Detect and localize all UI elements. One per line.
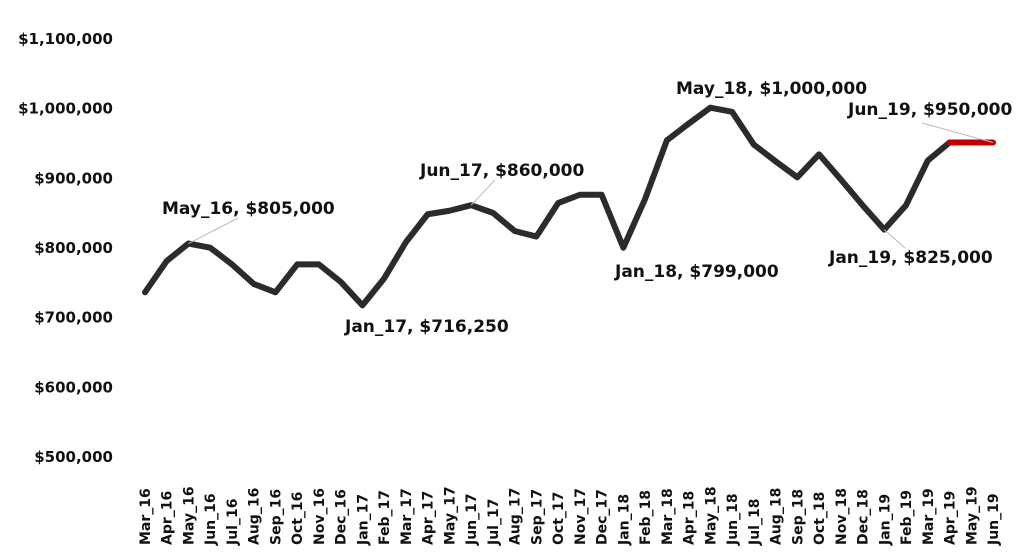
- x-tick-label: Sep_18: [790, 489, 806, 545]
- x-tick-label: Oct_17: [551, 492, 567, 545]
- x-tick-label: Aug_18: [769, 488, 785, 545]
- x-tick-label: May_18: [703, 486, 719, 545]
- data-label: May_18, $1,000,000: [676, 79, 867, 99]
- x-tick-label: May_19: [964, 486, 980, 545]
- x-tick-label: Oct_18: [812, 492, 828, 545]
- x-tick-label: Jan_17: [355, 494, 371, 546]
- x-tick-label: Nov_18: [834, 488, 850, 545]
- x-tick-label: Dec_17: [595, 489, 611, 545]
- x-tick-label: Aug_16: [247, 488, 263, 545]
- y-tick-label: $500,000: [34, 448, 113, 466]
- x-tick-label: Feb_19: [899, 490, 915, 545]
- y-tick-label: $700,000: [34, 309, 113, 327]
- x-tick-label: Mar_16: [138, 488, 154, 545]
- x-tick-label: Mar_17: [399, 488, 415, 545]
- y-tick-label: $900,000: [34, 169, 113, 187]
- x-tick-label: May_17: [442, 486, 458, 545]
- x-tick-label: Jan_19: [877, 494, 893, 546]
- y-tick-label: $1,000,000: [18, 100, 113, 118]
- data-label: Jun_19, $950,000: [847, 100, 1012, 120]
- x-tick-label: Mar_18: [660, 488, 676, 545]
- x-tick-label: Jun_16: [203, 493, 219, 546]
- x-tick-label: Dec_16: [334, 489, 350, 545]
- x-tick-label: Aug_17: [508, 488, 524, 545]
- data-label: Jan_19, $825,000: [828, 248, 993, 268]
- data-label: Jan_18, $799,000: [614, 262, 779, 282]
- x-tick-label: Sep_16: [268, 489, 284, 545]
- y-tick-label: $1,100,000: [18, 30, 113, 48]
- x-tick-label: May_16: [181, 486, 197, 545]
- x-tick-label: Jun_18: [725, 493, 741, 546]
- x-tick-label: Oct_16: [290, 492, 306, 545]
- annotation-leader-line: [471, 180, 495, 205]
- x-tick-label: Jan_18: [616, 494, 632, 546]
- x-tick-label: Jun_17: [464, 493, 480, 546]
- annotation-leader-line: [188, 218, 238, 244]
- x-tick-label: Apr_18: [682, 491, 698, 545]
- x-tick-label: Sep_17: [529, 489, 545, 545]
- x-tick-label: Apr_19: [943, 491, 959, 545]
- y-tick-label: $600,000: [34, 378, 113, 396]
- x-tick-label: Jun_19: [986, 493, 1002, 546]
- x-tick-label: Dec_18: [856, 489, 872, 545]
- data-label: May_16, $805,000: [162, 199, 335, 219]
- x-tick-label: Mar_19: [921, 488, 937, 545]
- x-tick-label: Feb_18: [638, 490, 654, 545]
- x-tick-label: Nov_17: [573, 488, 589, 545]
- x-tick-label: Apr_17: [421, 491, 437, 545]
- data-label: Jan_17, $716,250: [344, 317, 509, 337]
- x-tick-label: Jul_16: [225, 499, 241, 546]
- y-tick-label: $800,000: [34, 239, 113, 257]
- data-label: Jun_17, $860,000: [419, 161, 584, 181]
- x-tick-label: Feb_17: [377, 490, 393, 545]
- x-tick-label: Jul_17: [486, 499, 502, 546]
- x-tick-label: Nov_16: [312, 488, 328, 545]
- x-tick-label: Apr_16: [160, 491, 176, 545]
- x-tick-label: Jul_18: [747, 499, 763, 546]
- annotation-leader-line: [884, 230, 905, 248]
